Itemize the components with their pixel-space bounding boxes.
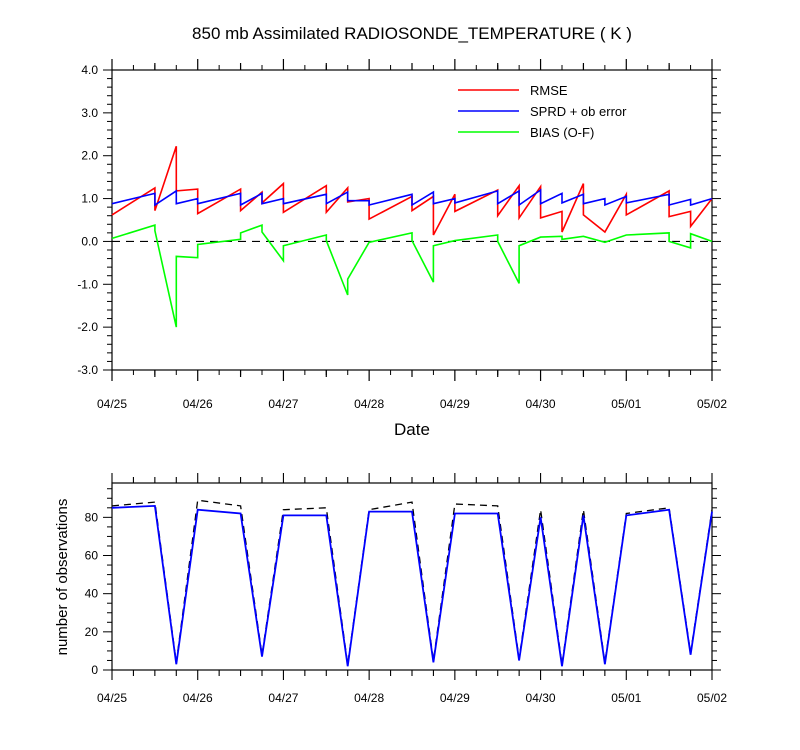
bottom-x-tick-label: 04/26: [183, 691, 213, 705]
bottom-y-axis: 0 20 40 60 80: [85, 488, 721, 677]
top-y-axis: -3.0 -2.0 -1.0 0.0 1.0 2.0 3.0 4.0: [77, 63, 721, 377]
x-axis-title: Date: [394, 420, 430, 439]
top-y-tick-label: 1.0: [81, 192, 98, 206]
series-line-bias-o-f: [111, 223, 713, 328]
legend-label-bias: BIAS (O-F): [530, 125, 594, 140]
top-x-tick-label: 04/27: [268, 397, 298, 411]
bottom-x-tick-label: 04/29: [440, 691, 470, 705]
y-axis-title-observations: number of observations: [54, 499, 71, 656]
top-chart: 850 mb Assimilated RADIOSONDE_TEMPERATUR…: [77, 24, 727, 439]
series-line-sprd-ob-error: [111, 188, 713, 207]
top-series-group: [111, 146, 713, 328]
top-y-tick-label: 3.0: [81, 106, 98, 120]
top-y-tick-label: -2.0: [77, 320, 98, 334]
top-x-tick-label: 04/30: [526, 397, 556, 411]
top-y-tick-label: -3.0: [77, 363, 98, 377]
bottom-x-tick-label: 04/28: [354, 691, 384, 705]
top-x-tick-label: 04/28: [354, 397, 384, 411]
bottom-x-tick-label: 05/01: [611, 691, 641, 705]
bottom-y-tick-label: 0: [91, 663, 98, 677]
top-x-axis: 04/25 04/26 04/27 04/28 04/29 04/30 05/01 05/02: [97, 59, 727, 411]
bottom-y-tick-label: 20: [85, 625, 99, 639]
chart-title: 850 mb Assimilated RADIOSONDE_TEMPERATUR…: [192, 24, 632, 43]
top-x-tick-label: 05/02: [697, 397, 727, 411]
series-line-rmse: [111, 146, 713, 236]
bottom-series-group: [111, 499, 713, 667]
top-x-tick-label: 04/29: [440, 397, 470, 411]
bottom-x-tick-label: 05/02: [697, 691, 727, 705]
legend-label-sprd: SPRD + ob error: [530, 104, 627, 119]
bottom-y-tick-label: 60: [85, 549, 99, 563]
top-y-tick-label: 4.0: [81, 63, 98, 77]
top-y-tick-label: 0.0: [81, 234, 98, 248]
bottom-chart: 0 20 40 60 80 04/25 04/26 04/27 04/28 04/29 04/30…: [54, 473, 727, 705]
series-line-assimilated-observations: [111, 504, 713, 667]
bottom-x-tick-label: 04/25: [97, 691, 127, 705]
bottom-x-tick-label: 04/30: [526, 691, 556, 705]
top-x-tick-label: 05/01: [611, 397, 641, 411]
series-line-total-observations: [111, 499, 713, 665]
top-y-tick-label: 2.0: [81, 149, 98, 163]
top-y-tick-label: -1.0: [77, 277, 98, 291]
top-x-tick-label: 04/26: [183, 397, 213, 411]
legend-label-rmse: RMSE: [530, 83, 568, 98]
legend: RMSE SPRD + ob error BIAS (O-F): [458, 83, 627, 140]
bottom-x-axis: 04/25 04/26 04/27 04/28 04/29 04/30 05/01 05/02: [97, 473, 727, 705]
bottom-x-tick-label: 04/27: [268, 691, 298, 705]
bottom-y-tick-label: 40: [85, 587, 99, 601]
bottom-y-tick-label: 80: [85, 510, 99, 524]
top-x-tick-label: 04/25: [97, 397, 127, 411]
